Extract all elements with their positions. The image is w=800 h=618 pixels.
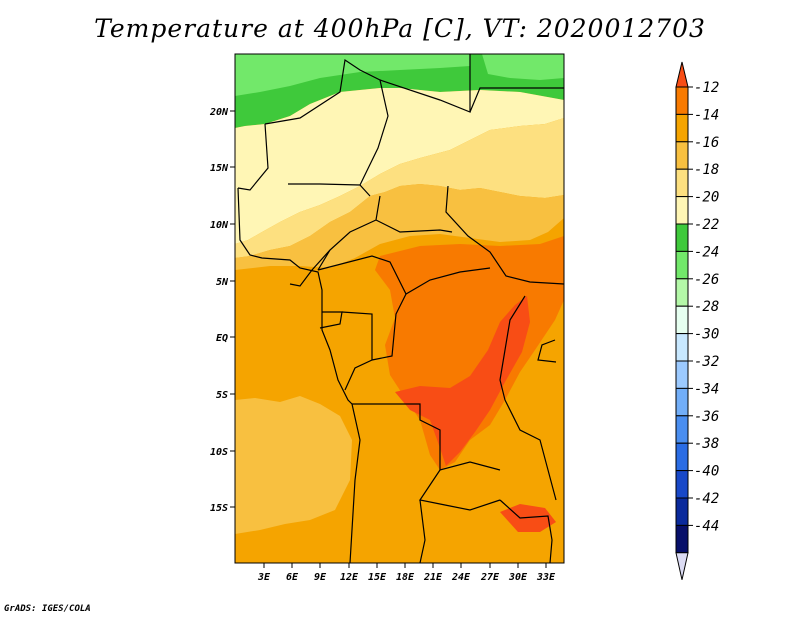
colorbar-box <box>675 470 689 499</box>
colorbar-box <box>675 141 689 170</box>
lon-tick-label: 12E <box>340 572 359 583</box>
colorbar-label: -40 <box>694 464 719 480</box>
colorbar-label: -14 <box>694 107 719 123</box>
lon-tick-marks <box>263 563 547 568</box>
lon-tick-label: 24E <box>451 572 471 583</box>
colorbar-label: -20 <box>694 190 719 206</box>
colorbar-box <box>675 113 689 143</box>
colorbar-box <box>675 250 689 280</box>
colorbar-label: -44 <box>694 518 719 534</box>
colorbar-box <box>675 524 689 554</box>
lat-tick-label: 15N <box>210 163 229 174</box>
colorbar-box <box>675 442 689 472</box>
map-frame <box>234 53 565 564</box>
colorbar-box <box>675 278 689 307</box>
colorbar-label: -16 <box>694 135 719 151</box>
field-light-yellow <box>235 118 564 258</box>
lon-tick-label: 18E <box>396 572 415 583</box>
colorbar-label: -34 <box>694 381 719 397</box>
lon-tick-label: 9E <box>314 572 327 583</box>
lat-tick-label: 20N <box>209 107 229 118</box>
lon-tick-labels: 3E 6E 9E 12E 15E 18E 21E 24E 27E 30E 33E <box>257 572 556 583</box>
colorbar-label: -28 <box>694 299 719 315</box>
lon-tick-label: 15E <box>368 572 387 583</box>
colorbar-box <box>675 168 689 198</box>
colorbar-label: -18 <box>694 162 719 178</box>
lat-tick-label: EQ <box>216 333 228 344</box>
colorbar: -12 -14 -16 -18 -20 -22 -24 -26 -28 -30 -32 -34 -36 -… <box>675 61 719 580</box>
colorbar-label: -38 <box>694 436 719 452</box>
colorbar-label: -42 <box>694 491 719 507</box>
field-red-orange <box>395 296 530 466</box>
colorbar-label: -30 <box>694 327 719 343</box>
lon-tick-label: 33E <box>536 572 556 583</box>
colorbar-label: -12 <box>694 80 719 96</box>
colorbar-label: -26 <box>694 272 719 288</box>
grads-credit: GrADS: IGES/COLA <box>4 604 91 614</box>
lat-tick-label: 15S <box>210 503 228 514</box>
lon-tick-label: 30E <box>508 572 528 583</box>
lat-tick-label: 10N <box>210 220 229 231</box>
field-pale-yellow <box>235 88 564 244</box>
lat-tick-labels: 20N 15N 10N 5N EQ 5S 10S 15S <box>209 107 229 514</box>
lat-tick-label: 10S <box>210 447 228 458</box>
lat-tick-label: 5N <box>216 277 229 288</box>
colorbar-box <box>675 333 689 362</box>
colorbar-top-triangle <box>675 61 689 88</box>
lon-tick-label: 27E <box>480 572 500 583</box>
lon-tick-label: 6E <box>286 572 299 583</box>
colorbar-label: -32 <box>694 354 719 370</box>
field-mid-orange <box>235 184 564 270</box>
colorbar-box <box>675 86 689 115</box>
field-west-orange <box>235 396 352 534</box>
colorbar-box <box>675 196 689 225</box>
colorbar-box <box>675 387 689 417</box>
colorbar-box <box>675 415 689 444</box>
lat-tick-marks <box>230 110 235 508</box>
colorbar-label: -22 <box>694 217 719 233</box>
colorbar-label: -24 <box>694 244 719 260</box>
map-title: Temperature at 400hPa [C], VT: 202001270… <box>94 14 706 43</box>
colorbar-bottom-triangle <box>675 552 689 580</box>
colorbar-box <box>675 497 689 526</box>
lat-tick-label: 5S <box>216 390 228 401</box>
field-green-light-2 <box>482 54 564 80</box>
colorbar-box <box>675 360 689 389</box>
lon-tick-label: 3E <box>257 572 271 583</box>
colorbar-box <box>675 223 689 252</box>
field-green-light <box>235 54 470 96</box>
country-borders <box>237 54 564 563</box>
map-panel <box>235 54 564 563</box>
coastline <box>237 187 353 405</box>
colorbar-label: -36 <box>694 409 719 425</box>
lon-tick-label: 21E <box>423 572 443 583</box>
colorbar-box <box>675 305 689 335</box>
